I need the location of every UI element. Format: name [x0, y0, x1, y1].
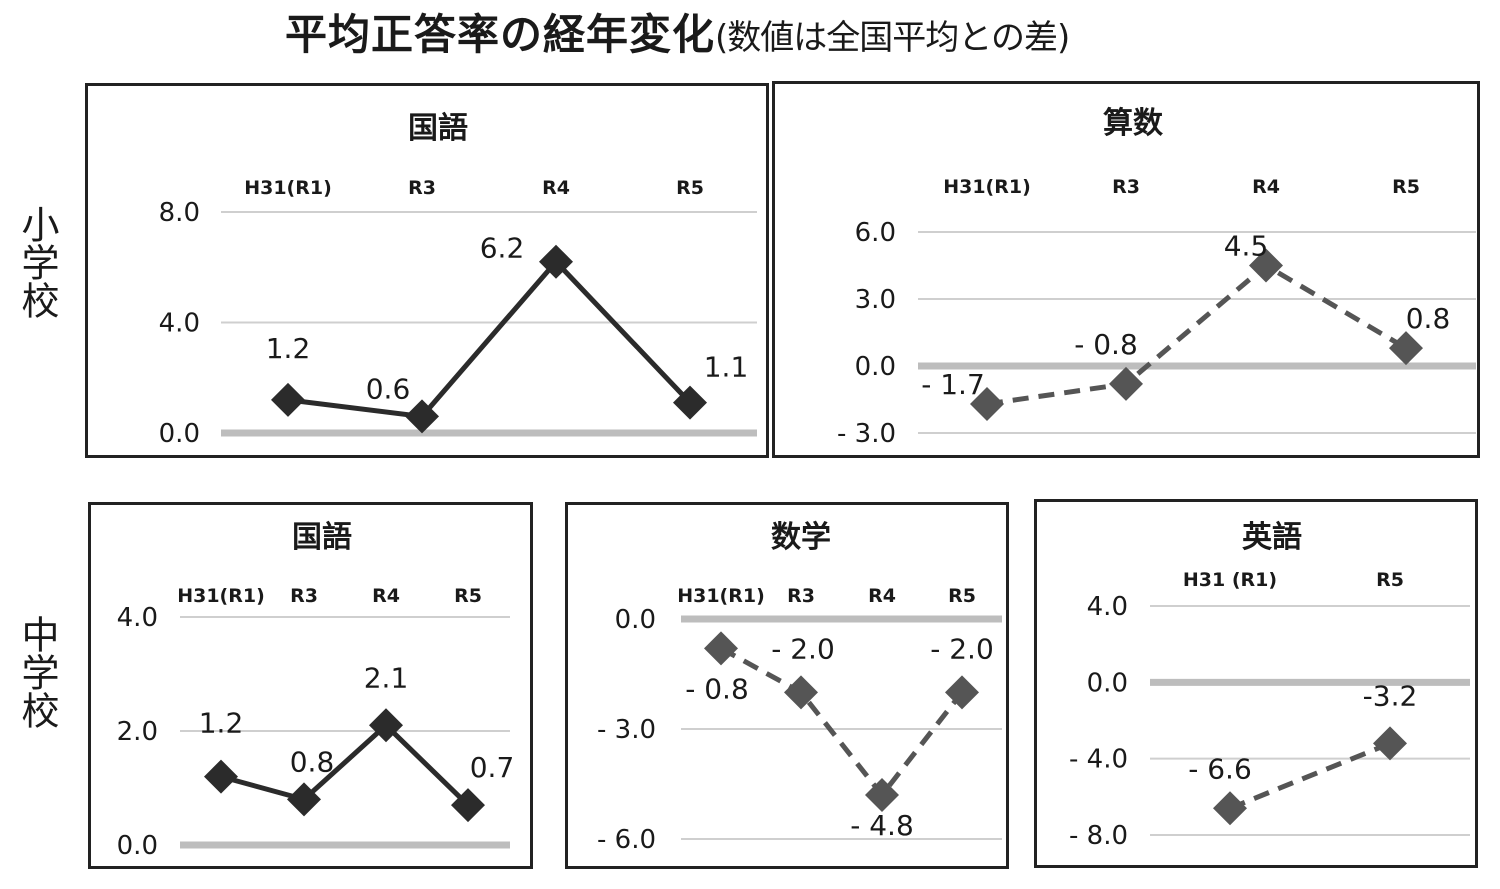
x-category-label: R5 — [1376, 569, 1404, 591]
data-value-label: - 4.8 — [850, 809, 914, 842]
x-category-label: R3 — [408, 177, 436, 199]
y-tick-label: 4.0 — [1087, 592, 1128, 622]
panel-elementary-japanese — [85, 83, 769, 458]
chart-title-text: 国語 — [408, 111, 468, 146]
data-value-label: - 0.8 — [685, 672, 749, 705]
diamond-marker-icon — [1389, 331, 1423, 366]
panel-junior-math — [565, 502, 1009, 869]
data-value-label: - 6.6 — [1188, 752, 1252, 785]
x-category-label: R5 — [948, 585, 976, 607]
chart-0: 国語 H31(R1) R3 R4 R5 8.0 4.0 0.0 1.2 0.6 6.2 1.1 — [159, 111, 757, 449]
x-category-label: R4 — [868, 585, 896, 607]
x-category-label: H31 (R1) — [1183, 569, 1277, 591]
y-tick-label: - 6.0 — [597, 825, 656, 855]
y-tick-label: - 3.0 — [597, 715, 656, 745]
data-value-label: 0.7 — [470, 751, 515, 784]
diamond-marker-icon — [1213, 791, 1247, 826]
x-category-label: R5 — [454, 585, 482, 607]
x-category-label: R5 — [1392, 176, 1420, 198]
x-category-label: H31(R1) — [943, 176, 1031, 198]
y-tick-label: 0.0 — [159, 419, 200, 449]
diamond-marker-icon — [287, 782, 321, 817]
x-category-label: R4 — [372, 585, 400, 607]
data-value-label: 1.2 — [199, 707, 244, 740]
diamond-marker-icon — [673, 385, 707, 420]
chart-4: 英語 H31 (R1) R5 4.0 0.0 - 4.0 - 8.0 - 6.6 -3.2 — [1069, 520, 1470, 851]
y-tick-label: 0.0 — [615, 605, 656, 635]
y-tick-label: - 3.0 — [837, 419, 896, 449]
data-value-label: 6.2 — [480, 232, 525, 265]
y-tick-label: 4.0 — [117, 603, 158, 633]
series-line — [719, 646, 964, 800]
data-value-label: -3.2 — [1363, 679, 1418, 712]
y-tick-label: 0.0 — [855, 352, 896, 382]
row-label-junior-high-text: 中学校 — [15, 615, 59, 729]
chart-title-text: 英語 — [1242, 520, 1302, 555]
diamond-marker-icon — [271, 382, 305, 417]
y-tick-label: - 4.0 — [1069, 745, 1128, 775]
chart-3: 数学 H31(R1) R3 R4 R5 0.0 - 3.0 - 6.0 - 0.8 - 2.0 - … — [597, 520, 1002, 855]
diamond-marker-icon — [1249, 248, 1283, 283]
diamond-marker-icon — [1109, 366, 1143, 401]
x-category-label: H31(R1) — [177, 585, 265, 607]
data-value-label: 2.1 — [364, 661, 409, 694]
data-value-label: 0.8 — [290, 745, 335, 778]
series-line — [1229, 741, 1391, 811]
data-value-label: - 2.0 — [771, 632, 835, 665]
sub-title: (数値は全国平均との差) — [715, 18, 1070, 58]
y-tick-label: 0.0 — [1087, 668, 1128, 698]
y-tick-label: 0.0 — [117, 831, 158, 861]
x-category-label: R4 — [542, 177, 570, 199]
y-tick-label: 8.0 — [159, 198, 200, 228]
diamond-marker-icon — [1373, 726, 1407, 761]
data-value-label: - 0.8 — [1074, 328, 1138, 361]
chart-title-text: 国語 — [292, 520, 352, 555]
x-category-label: R3 — [290, 585, 318, 607]
data-value-label: 0.6 — [366, 372, 411, 405]
diamond-marker-icon — [784, 675, 818, 710]
x-category-label: H31(R1) — [244, 177, 332, 199]
data-value-label: 1.2 — [266, 332, 311, 365]
diamond-marker-icon — [539, 244, 573, 279]
chart-title-text: 算数 — [1103, 106, 1164, 141]
y-tick-label: - 8.0 — [1069, 821, 1128, 851]
series-line — [287, 258, 692, 420]
data-value-label: 4.5 — [1224, 230, 1269, 263]
x-category-label: R3 — [787, 585, 815, 607]
x-category-label: R5 — [676, 177, 704, 199]
y-tick-label: 6.0 — [855, 218, 896, 248]
diamond-marker-icon — [865, 778, 899, 812]
diamond-marker-icon — [369, 708, 403, 743]
row-label-junior-high: 中学校 — [12, 615, 62, 741]
series-line — [220, 721, 470, 807]
data-value-label: 0.8 — [1406, 302, 1451, 335]
diamond-marker-icon — [945, 675, 979, 710]
diamond-marker-icon — [405, 399, 439, 434]
y-tick-label: 4.0 — [159, 309, 200, 339]
main-title: 平均正答率の経年変化 — [285, 10, 716, 59]
chart-title: 平均正答率の経年変化(数値は全国平均との差) — [285, 14, 1070, 58]
diamond-marker-icon — [451, 788, 485, 823]
chart-2: 国語 H31(R1) R3 R4 R5 4.0 2.0 0.0 1.2 0.8 2.1 0.7 — [117, 520, 515, 861]
diamond-marker-icon — [970, 386, 1004, 421]
row-label-elementary-text: 小学校 — [15, 205, 59, 319]
series-line — [986, 262, 1408, 407]
data-value-label: - 1.7 — [921, 368, 985, 401]
data-value-label: 1.1 — [704, 351, 749, 384]
data-value-label: - 2.0 — [930, 632, 994, 665]
y-tick-label: 3.0 — [855, 285, 896, 315]
diamond-marker-icon — [204, 759, 238, 794]
x-category-label: H31(R1) — [677, 585, 765, 607]
x-category-label: R4 — [1252, 176, 1280, 198]
y-tick-label: 2.0 — [117, 717, 158, 747]
chart-1: 算数 H31(R1) R3 R4 R5 6.0 3.0 0.0 - 3.0 - 1.7 - 0.8 4… — [837, 106, 1476, 449]
chart-title-text: 数学 — [771, 520, 831, 555]
x-category-label: R3 — [1112, 176, 1140, 198]
row-label-elementary: 小学校 — [12, 205, 62, 331]
diamond-marker-icon — [704, 631, 738, 666]
